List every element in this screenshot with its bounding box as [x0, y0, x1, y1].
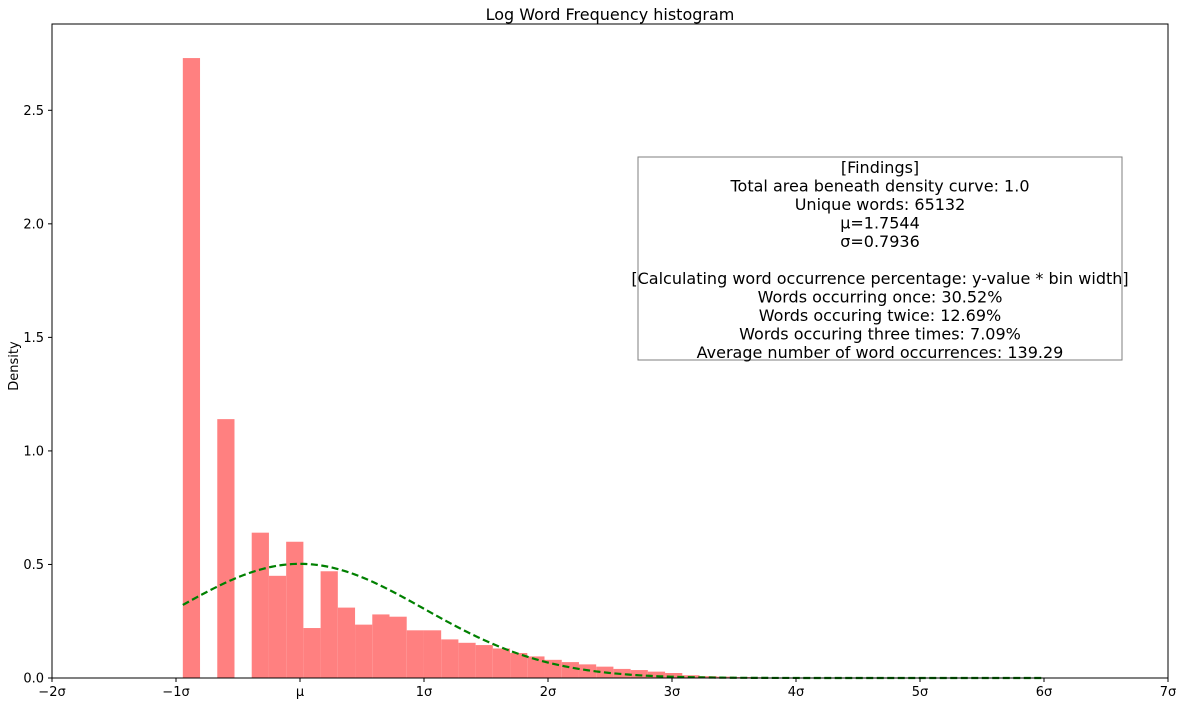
y-tick-label: 2.5	[23, 104, 44, 119]
histogram-bar	[320, 571, 338, 678]
histogram-bar	[561, 662, 579, 678]
histogram-bar	[355, 624, 373, 678]
y-tick-label: 0.5	[23, 558, 44, 573]
y-axis-ticks: 0.0 0.5 1.0 1.5 2.0 2.5	[23, 104, 52, 687]
histogram-bar	[372, 614, 390, 678]
y-tick-label: 1.0	[23, 444, 44, 459]
histogram-bar	[217, 419, 235, 679]
findings-line: Words occuring twice: 12.69%	[759, 306, 1001, 325]
x-tick-label: 4σ	[788, 685, 805, 700]
x-tick-label: 3σ	[664, 685, 681, 700]
findings-line: Unique words: 65132	[795, 195, 966, 214]
histogram-bar	[475, 645, 493, 678]
y-tick-label: 1.5	[23, 331, 44, 346]
histogram-bar	[286, 541, 304, 678]
chart-title: Log Word Frequency histogram	[486, 5, 735, 24]
x-tick-label: 2σ	[540, 685, 557, 700]
histogram-bar	[647, 671, 666, 678]
x-axis-ticks: −2σ −1σ μ 1σ 2σ 3σ 4σ 5σ 6σ 7σ	[38, 678, 1176, 700]
x-tick-label: 1σ	[416, 685, 433, 700]
findings-line: [Calculating word occurrence percentage:…	[631, 269, 1128, 288]
x-tick-label: μ	[296, 685, 304, 700]
plot-frame	[51, 23, 1169, 679]
x-tick-label: 5σ	[912, 685, 929, 700]
histogram-bar	[251, 532, 269, 678]
findings-line: μ=1.7544	[840, 214, 920, 233]
x-tick-label: 7σ	[1160, 685, 1177, 700]
histogram-bar	[337, 607, 356, 678]
findings-box-border	[637, 156, 1123, 361]
histogram-bar	[510, 653, 528, 678]
findings-line: Words occurring once: 30.52%	[758, 288, 1003, 307]
histogram-bar	[268, 575, 287, 678]
histogram-bar	[406, 630, 424, 678]
histogram-bars	[182, 58, 1044, 679]
y-axis-label: Density	[7, 341, 22, 391]
y-tick-label: 0.0	[23, 672, 44, 687]
histogram-bar	[492, 648, 511, 678]
x-tick-label: −2σ	[38, 685, 65, 700]
findings-line: Total area beneath density curve: 1.0	[729, 177, 1029, 196]
findings-box: [Findings]Total area beneath density cur…	[631, 156, 1129, 362]
y-tick-label: 2.0	[23, 217, 44, 232]
findings-line: Average number of word occurrences: 139.…	[697, 343, 1064, 362]
findings-line: σ=0.7936	[840, 232, 920, 251]
histogram-bar	[458, 642, 476, 678]
findings-line: Words occuring three times: 7.09%	[739, 325, 1021, 344]
histogram-bar	[665, 673, 683, 678]
histogram-bar	[613, 668, 631, 678]
x-tick-label: 6σ	[1036, 685, 1053, 700]
histogram-bar	[182, 58, 201, 679]
x-tick-label: −1σ	[162, 685, 189, 700]
findings-line: [Findings]	[841, 158, 919, 177]
histogram-bar	[699, 676, 717, 678]
histogram-bar	[527, 656, 545, 678]
histogram-bar	[630, 670, 648, 678]
histogram-bar	[423, 630, 442, 678]
histogram-bar	[441, 639, 459, 678]
histogram-bar	[389, 616, 407, 678]
histogram-bar	[303, 628, 321, 678]
